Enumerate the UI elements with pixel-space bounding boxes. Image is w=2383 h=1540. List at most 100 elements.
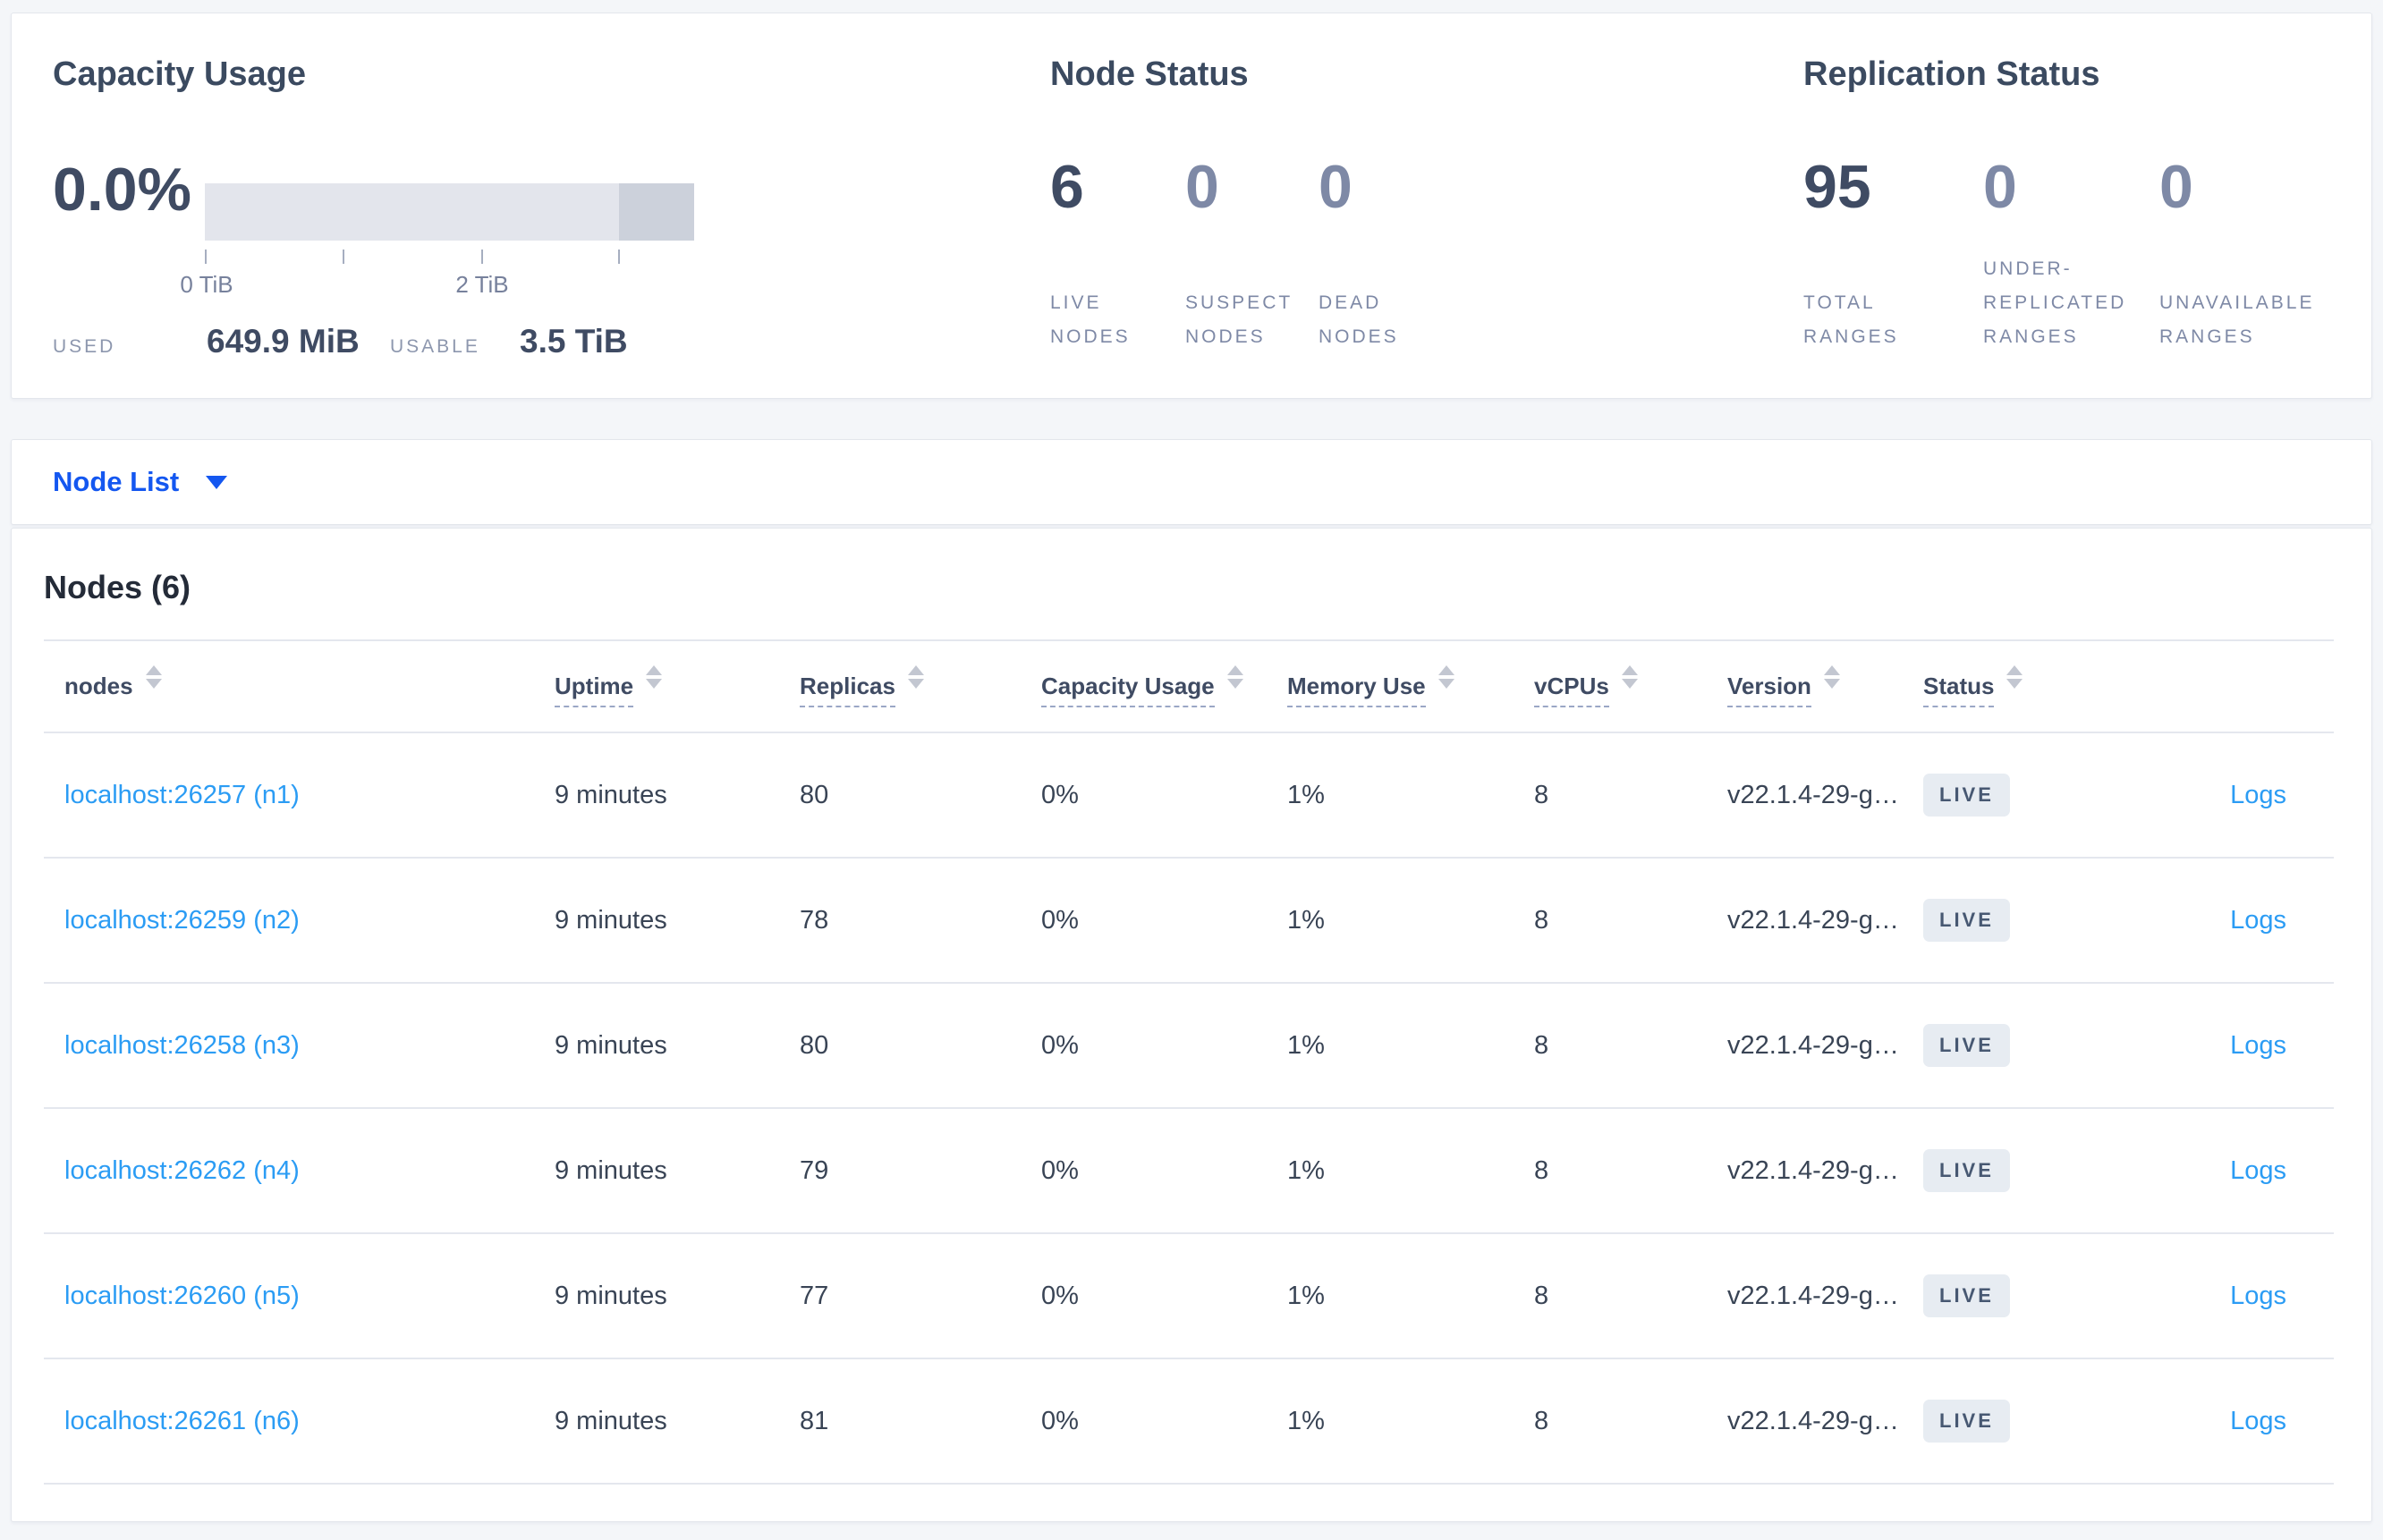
axis-tick: [618, 250, 620, 264]
memory-use-value: 1%: [1287, 1030, 1325, 1060]
logs-link[interactable]: Logs: [2230, 1281, 2286, 1310]
sort-icon: [145, 664, 162, 689]
version-value: v22.1.4-29-g…: [1727, 1406, 1899, 1435]
node-status-section: Node Status 6 0 0 LIVE NODES SUSPECT NOD…: [1050, 13, 1803, 398]
uptime-value: 9 minutes: [555, 1281, 667, 1310]
table-row: localhost:26260 (n5) 9 minutes 77 0% 1% …: [12, 1234, 2371, 1358]
capacity-bar-chart: 0 TiB 2 TiB: [180, 183, 694, 298]
replicas-value: 81: [800, 1406, 829, 1435]
dead-nodes-label: DEAD NODES: [1319, 292, 1399, 347]
sort-icon: [1437, 664, 1454, 689]
version-value: v22.1.4-29-g…: [1727, 905, 1899, 935]
vcpus-value: 8: [1534, 1030, 1549, 1060]
capacity-bar-reserved-segment: [619, 183, 694, 241]
cluster-summary-card: Capacity Usage 0.0% 0 TiB 2 TiB: [11, 13, 2372, 399]
table-row: localhost:26262 (n4) 9 minutes 79 0% 1% …: [12, 1109, 2371, 1232]
status-badge: LIVE: [1923, 1149, 2010, 1192]
node-status-title: Node Status: [1050, 55, 1249, 93]
node-link[interactable]: localhost:26258 (n3): [64, 1030, 300, 1060]
status-badge: LIVE: [1923, 899, 2010, 942]
vcpus-value: 8: [1534, 905, 1549, 935]
under-replicated-ranges-count: 0: [1983, 153, 2017, 221]
table-row: localhost:26259 (n2) 9 minutes 78 0% 1% …: [12, 859, 2371, 982]
used-value: 649.9 MiB: [207, 323, 360, 360]
col-header-replicas[interactable]: Replicas: [800, 664, 1041, 708]
node-link[interactable]: localhost:26260 (n5): [64, 1281, 300, 1310]
sort-icon: [907, 664, 924, 689]
nodes-table-card: Nodes (6) nodes Uptime Replicas Capacity…: [11, 528, 2372, 1522]
node-list-dropdown[interactable]: Node List: [53, 466, 180, 497]
replication-status-section: Replication Status 95 0 0 TOTAL RANGES U…: [1803, 13, 2371, 398]
divider: [44, 732, 2334, 733]
node-link[interactable]: localhost:26257 (n1): [64, 780, 300, 809]
logs-link[interactable]: Logs: [2230, 780, 2286, 809]
version-value: v22.1.4-29-g…: [1727, 1155, 1899, 1185]
logs-link[interactable]: Logs: [2230, 1155, 2286, 1185]
capacity-usage-section: Capacity Usage 0.0% 0 TiB 2 TiB: [12, 13, 1050, 398]
col-header-version[interactable]: Version: [1727, 664, 1923, 708]
replicas-value: 80: [800, 1030, 829, 1060]
capacity-axis-ticks: [205, 250, 694, 264]
node-link[interactable]: localhost:26262 (n4): [64, 1155, 300, 1185]
status-badge: LIVE: [1923, 1400, 2010, 1443]
status-badge: LIVE: [1923, 1274, 2010, 1317]
col-header-nodes[interactable]: nodes: [64, 664, 555, 708]
unavailable-ranges-label: UNAVAILABLE RANGES: [2159, 292, 2315, 347]
capacity-usage-value: 0%: [1041, 780, 1079, 809]
logs-link[interactable]: Logs: [2230, 1030, 2286, 1060]
logs-link[interactable]: Logs: [2230, 1406, 2286, 1435]
axis-tick-label: 2 TiB: [455, 271, 509, 298]
memory-use-value: 1%: [1287, 1155, 1325, 1185]
uptime-value: 9 minutes: [555, 1030, 667, 1060]
total-ranges-label: TOTAL RANGES: [1803, 292, 1899, 347]
replicas-value: 77: [800, 1281, 829, 1310]
used-label: USED: [53, 336, 116, 357]
usable-value: 3.5 TiB: [520, 323, 628, 360]
version-value: v22.1.4-29-g…: [1727, 1030, 1899, 1060]
capacity-usage-value: 0%: [1041, 905, 1079, 935]
capacity-usage-title: Capacity Usage: [53, 55, 307, 93]
total-ranges-count: 95: [1803, 153, 1871, 221]
replication-status-title: Replication Status: [1803, 55, 2100, 93]
uptime-value: 9 minutes: [555, 780, 667, 809]
divider: [44, 857, 2334, 859]
live-nodes-count: 6: [1050, 153, 1084, 221]
divider: [44, 639, 2334, 641]
logs-link[interactable]: Logs: [2230, 905, 2286, 935]
capacity-percent: 0.0%: [53, 156, 191, 224]
col-header-capacity-usage[interactable]: Capacity Usage: [1041, 664, 1287, 708]
axis-tick: [343, 250, 344, 264]
live-nodes-label: LIVE NODES: [1050, 292, 1131, 347]
chevron-down-icon[interactable]: [206, 475, 228, 489]
under-replicated-ranges-label: UNDER- REPLICATED RANGES: [1983, 258, 2127, 347]
capacity-usage-value: 0%: [1041, 1030, 1079, 1060]
col-header-vcpus[interactable]: vCPUs: [1534, 664, 1727, 708]
uptime-value: 9 minutes: [555, 1155, 667, 1185]
capacity-bar: [205, 183, 694, 241]
vcpus-value: 8: [1534, 1406, 1549, 1435]
memory-use-value: 1%: [1287, 1406, 1325, 1435]
vcpus-value: 8: [1534, 780, 1549, 809]
node-link[interactable]: localhost:26259 (n2): [64, 905, 300, 935]
uptime-value: 9 minutes: [555, 1406, 667, 1435]
version-value: v22.1.4-29-g…: [1727, 780, 1899, 809]
table-row: localhost:26258 (n3) 9 minutes 80 0% 1% …: [12, 984, 2371, 1107]
memory-use-value: 1%: [1287, 780, 1325, 809]
table-header-row: nodes Uptime Replicas Capacity Usage Mem…: [12, 641, 2371, 732]
suspect-nodes-count: 0: [1185, 153, 1219, 221]
col-header-status[interactable]: Status: [1923, 664, 2138, 708]
col-header-memory-use[interactable]: Memory Use: [1287, 664, 1534, 708]
dead-nodes-count: 0: [1319, 153, 1353, 221]
sort-icon: [646, 664, 663, 689]
vcpus-value: 8: [1534, 1155, 1549, 1185]
version-value: v22.1.4-29-g…: [1727, 1281, 1899, 1310]
col-header-uptime[interactable]: Uptime: [555, 664, 800, 708]
capacity-usage-value: 0%: [1041, 1281, 1079, 1310]
replicas-value: 80: [800, 780, 829, 809]
uptime-value: 9 minutes: [555, 905, 667, 935]
divider: [44, 1483, 2334, 1485]
status-badge: LIVE: [1923, 1024, 2010, 1067]
table-row: localhost:26261 (n6) 9 minutes 81 0% 1% …: [12, 1359, 2371, 1483]
table-row: localhost:26257 (n1) 9 minutes 80 0% 1% …: [12, 733, 2371, 857]
node-link[interactable]: localhost:26261 (n6): [64, 1406, 300, 1435]
